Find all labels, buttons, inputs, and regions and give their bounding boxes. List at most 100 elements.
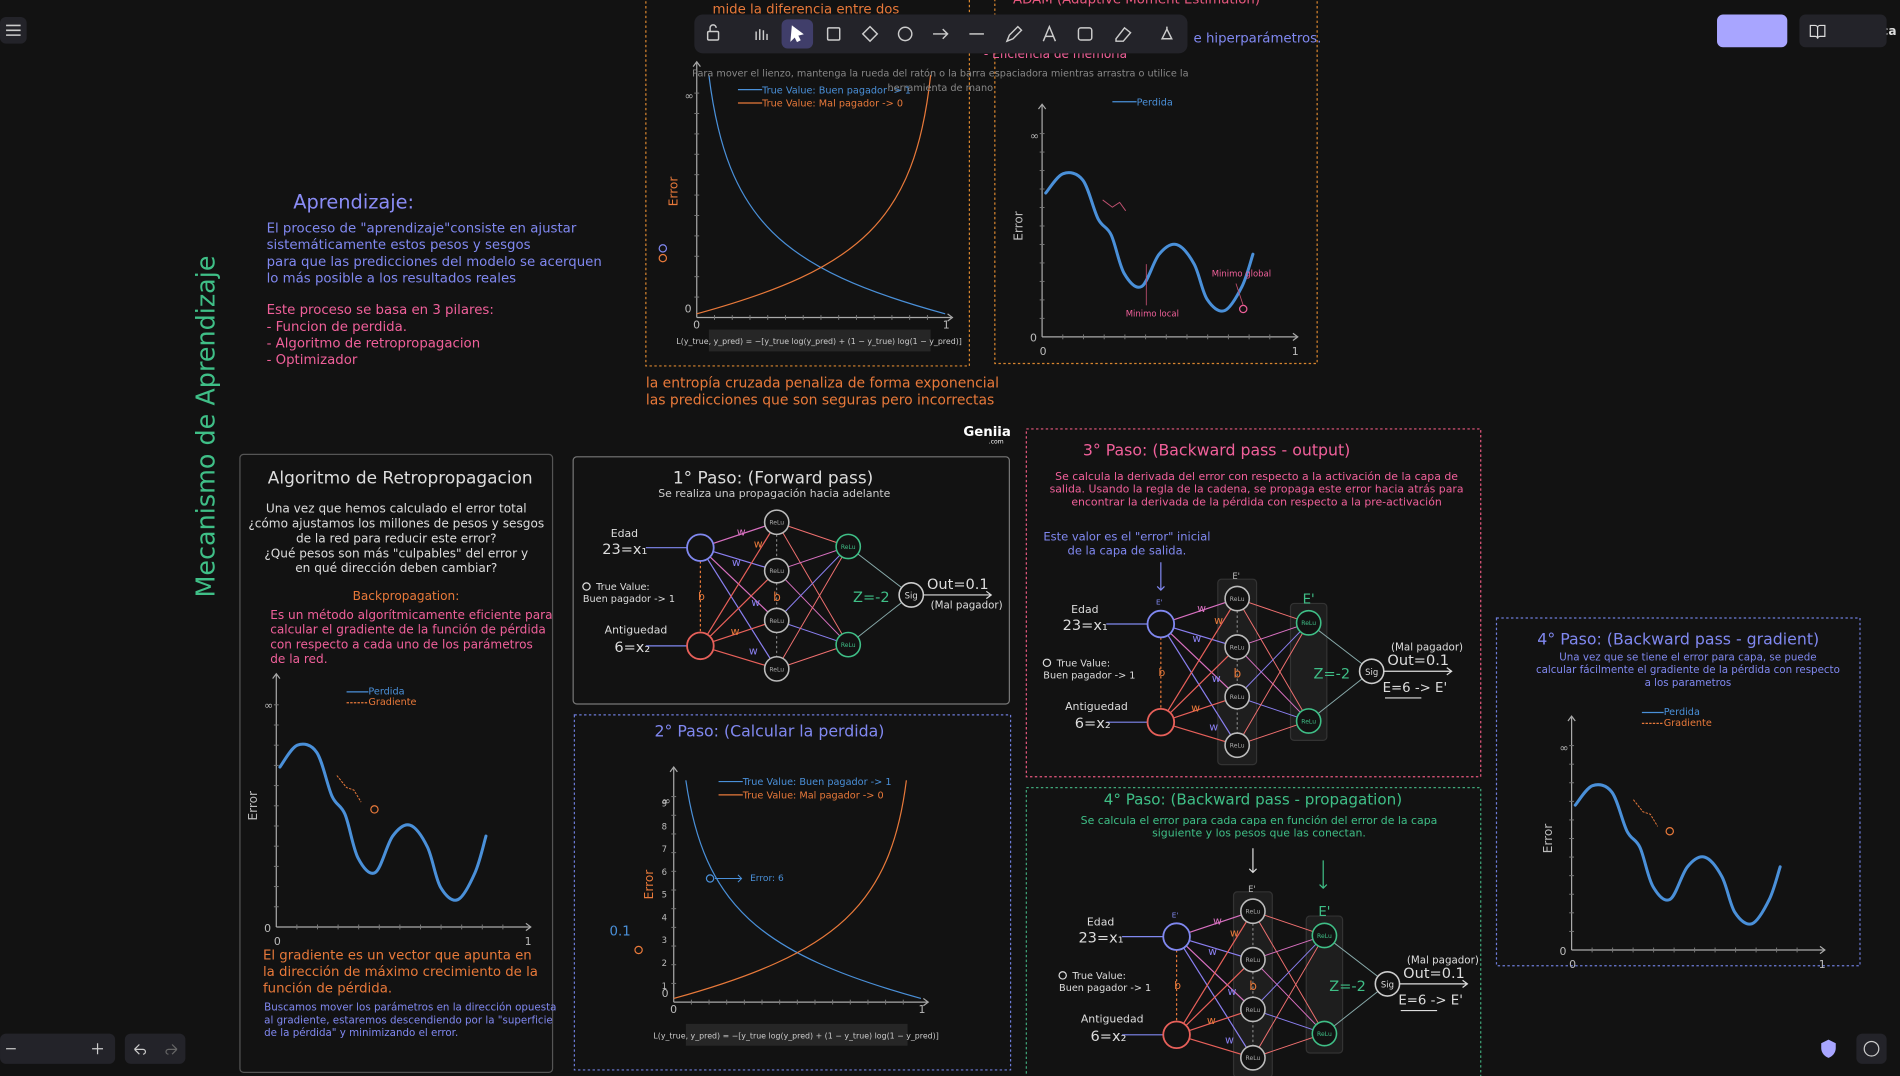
tool-select[interactable]	[790, 25, 804, 43]
paragraph: El proceso de "aprendizaje"consiste en a…	[267, 222, 577, 237]
weight-label: w	[1191, 701, 1200, 714]
tool-ellipse[interactable]	[897, 26, 913, 42]
tool-arrow[interactable]	[933, 28, 949, 40]
axis-label: 1	[1819, 958, 1826, 971]
history-control	[124, 1033, 186, 1064]
annotation-arrow	[1156, 562, 1165, 591]
hidden-node	[1224, 683, 1251, 710]
frame	[572, 456, 1010, 705]
node-label: ReLu	[1246, 957, 1261, 964]
legend-entry: True Value: Mal pagador -> 0	[742, 791, 884, 802]
zoom-in[interactable]	[92, 1043, 104, 1055]
undo[interactable]	[134, 1044, 147, 1055]
tool-hand[interactable]	[755, 29, 768, 40]
legend-entry: Gradiente	[1664, 718, 1712, 729]
hint: herramienta de mano	[888, 83, 994, 94]
edge	[1252, 935, 1325, 1010]
axis-label: 0	[685, 303, 692, 316]
output-value: Out=0.1	[1387, 653, 1449, 669]
heading: Aprendizaje:	[293, 190, 414, 213]
tool-text[interactable]	[1042, 24, 1057, 42]
tool-diamond[interactable]	[861, 25, 879, 43]
tool-extra[interactable]	[1160, 26, 1173, 40]
paragraph: calcular fácilmente el gradiente de la p…	[1536, 664, 1840, 676]
output-note: (Mal pagador)	[931, 599, 1003, 611]
gradient-path	[336, 775, 362, 803]
paragraph: siguiente y los pesos que las conectan.	[1152, 827, 1366, 840]
formula: L(y_true, y_pred) = −[y_true log(y_pred)…	[676, 337, 961, 346]
edge	[1236, 622, 1310, 746]
axis	[673, 768, 927, 1003]
frame	[994, 0, 1318, 365]
node-label: Sig	[1365, 667, 1378, 677]
heading: 4° Paso: (Backward pass - propagation)	[1104, 791, 1402, 809]
help-button[interactable]	[1856, 1033, 1887, 1064]
paragraph: la dirección de máximo crecimiento de la	[263, 964, 538, 980]
tool-rectangle[interactable]	[826, 27, 841, 41]
node-label: ReLu	[1246, 1007, 1261, 1014]
true-value: True Value:	[1071, 971, 1126, 982]
frame	[1495, 617, 1861, 967]
frame	[1025, 428, 1482, 778]
bias-label: b	[1234, 666, 1242, 680]
input-label: Edad	[1071, 603, 1098, 616]
node-label: ReLu	[841, 544, 856, 551]
y-tick-label: 9	[662, 799, 667, 809]
paragraph: Este proceso se basa en 3 pilares:	[267, 303, 494, 318]
help-icon	[1863, 1040, 1880, 1057]
node-label: ReLu	[1317, 933, 1332, 940]
redo[interactable]	[165, 1044, 178, 1055]
legend-entry: Perdida	[1137, 97, 1173, 108]
edge	[1236, 622, 1310, 698]
share-button[interactable]	[1717, 14, 1788, 48]
input-line	[645, 547, 688, 647]
library-button[interactable]	[1799, 14, 1887, 48]
annotation: Error: 6	[750, 874, 784, 884]
annotation-arrow	[1319, 860, 1328, 890]
edge	[776, 546, 849, 670]
axis-label: 1	[1292, 345, 1299, 358]
loss-curve	[708, 75, 946, 315]
edge	[1176, 910, 1254, 1036]
weight-label: w	[1208, 945, 1217, 958]
heading: 1° Paso: (Forward pass)	[673, 467, 873, 487]
heading: Algoritmo de Retropropagacion	[268, 467, 533, 487]
heading: 4° Paso: (Backward pass - gradient)	[1537, 630, 1819, 649]
paragraph: encontrar la derivada de la pérdida con …	[1071, 495, 1441, 508]
subheading: Se realiza una propagación hacia adelant…	[658, 487, 890, 500]
axis-label: 0	[693, 318, 700, 331]
marker	[370, 805, 379, 814]
tool-image[interactable]	[1077, 27, 1093, 41]
shield-icon[interactable]	[1821, 1039, 1836, 1058]
input-line	[1106, 623, 1148, 723]
node-label: ReLu	[841, 642, 856, 649]
hidden-node	[1240, 1044, 1266, 1071]
hint: Para mover el lienzo, mantenga la rueda …	[692, 67, 1189, 79]
weight-label: w	[1230, 927, 1239, 940]
weight-label: w	[1209, 721, 1218, 734]
hidden-node	[1240, 996, 1266, 1023]
axis	[1041, 105, 1297, 338]
true-value-marker	[1042, 658, 1052, 668]
weight-label: w	[1214, 614, 1223, 627]
error-prime: E'	[1172, 910, 1179, 919]
tool-pencil[interactable]	[1005, 25, 1023, 43]
axis	[696, 63, 952, 319]
axis-label: 0	[264, 922, 271, 935]
z-value: Z=-2	[853, 590, 890, 606]
tool-eraser[interactable]	[1115, 26, 1132, 42]
true-value: True Value:	[1056, 658, 1111, 669]
paragraph: ¿cómo ajustamos los millones de pesos y …	[248, 516, 544, 530]
axis-arrow	[1567, 715, 1826, 955]
edge	[1160, 598, 1238, 723]
paragraph: de la pérdida" y minimizando el error.	[264, 1027, 458, 1039]
axis-arrow	[692, 60, 954, 322]
paragraph: calcular el gradiente de la función de p…	[270, 623, 546, 637]
tool-lock[interactable]	[706, 30, 720, 41]
frame	[239, 453, 554, 1073]
input-label: Edad	[611, 527, 638, 540]
marker	[705, 874, 715, 883]
heading: 2° Paso: (Calcular la perdida)	[655, 722, 885, 741]
bias-label: b	[773, 590, 781, 604]
axis	[275, 674, 530, 928]
